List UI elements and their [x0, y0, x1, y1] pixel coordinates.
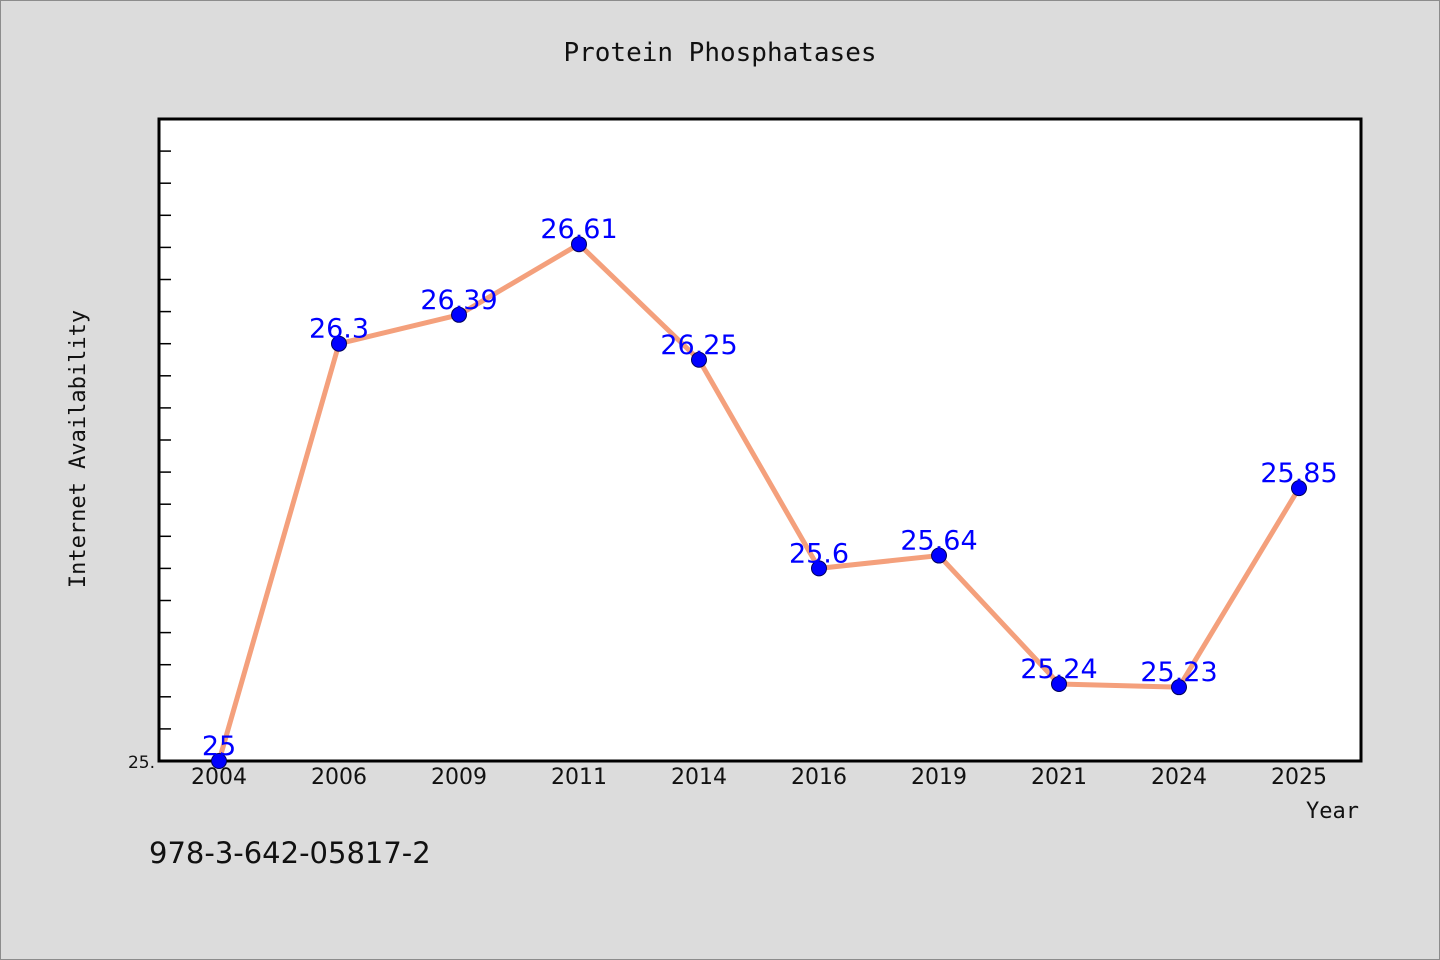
data-point — [1291, 480, 1307, 497]
data-point — [211, 753, 227, 769]
data-point — [451, 306, 467, 323]
data-label: 25.24 — [1020, 654, 1097, 685]
data-label: 25.85 — [1260, 458, 1337, 489]
data-label: 26.39 — [420, 285, 497, 316]
x-axis-label: Year — [1306, 799, 1359, 824]
data-label: 25.23 — [1140, 657, 1217, 688]
y-axis-label: Internet Availability — [66, 310, 91, 588]
data-label: 25 — [202, 731, 236, 762]
x-tick-label: 2016 — [791, 765, 847, 790]
data-point — [691, 351, 707, 368]
data-point — [571, 236, 587, 253]
data-point — [931, 547, 947, 564]
x-tick-label: 2025 — [1271, 765, 1327, 790]
data-point — [331, 335, 347, 352]
plot-area — [157, 117, 1363, 763]
x-tick-label: 2024 — [1151, 765, 1207, 790]
series-markers — [211, 236, 1307, 769]
y-tick-label: 25. — [128, 753, 155, 773]
x-tick-label: 2009 — [431, 765, 487, 790]
y-axis-ticks — [159, 118, 171, 762]
data-label: 25.6 — [789, 538, 849, 569]
data-point — [1051, 675, 1067, 692]
chart-title: Protein Phosphatases — [563, 38, 876, 68]
data-label: 25.64 — [900, 526, 977, 557]
x-tick-label: 2014 — [671, 765, 727, 790]
series-line — [216, 241, 1302, 762]
data-point — [811, 560, 827, 577]
x-axis-tick-labels: 2004 2006 2009 2011 2014 2016 2019 2021 2024 2025 — [191, 765, 1327, 790]
x-tick-label: 2006 — [311, 765, 367, 790]
data-label: 26.25 — [660, 330, 737, 361]
footer-code: 978-3-642-05817-2 — [149, 836, 431, 870]
data-labels: 25 26.3 26.39 26.61 26.25 25.6 25.64 25.24 25.23… — [202, 214, 1338, 762]
data-label: 26.3 — [309, 314, 369, 345]
x-tick-label: 2021 — [1031, 765, 1087, 790]
x-tick-label: 2011 — [551, 765, 607, 790]
x-tick-label: 2004 — [191, 765, 247, 790]
data-label: 26.61 — [540, 214, 617, 245]
data-point — [1171, 679, 1187, 696]
x-tick-label: 2019 — [911, 765, 967, 790]
